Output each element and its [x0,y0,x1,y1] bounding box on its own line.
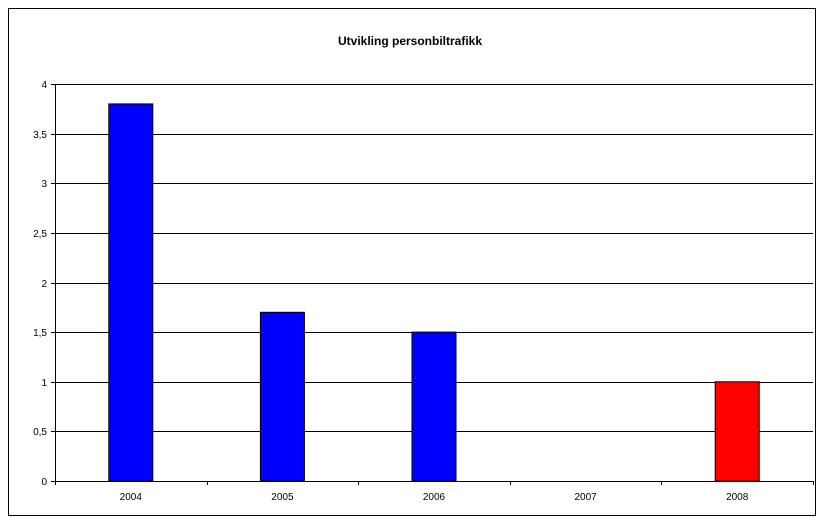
x-tick-label: 2007 [574,492,597,503]
chart-title: Utvikling personbiltrafikk [337,34,483,48]
y-tick-label: 1,5 [33,328,47,339]
bar-2008 [714,381,760,482]
y-tick-label: 1 [41,378,47,389]
y-tick-label: 2,5 [33,229,47,240]
bar-2004 [108,103,154,482]
x-tick-label: 2006 [423,492,446,503]
y-tick-label: 3,5 [33,130,47,141]
bar-2005 [259,311,305,482]
y-tick-label: 0 [41,477,47,488]
y-tick-label: 4 [41,80,47,91]
y-tick-label: 0,5 [33,427,47,438]
x-tick-label: 2005 [271,492,294,503]
y-tick-label: 3 [41,179,47,190]
y-tick-label: 2 [41,279,47,290]
x-tick-label: 2008 [726,492,749,503]
x-tick-label: 2004 [120,492,143,503]
bar-2006 [411,331,457,482]
